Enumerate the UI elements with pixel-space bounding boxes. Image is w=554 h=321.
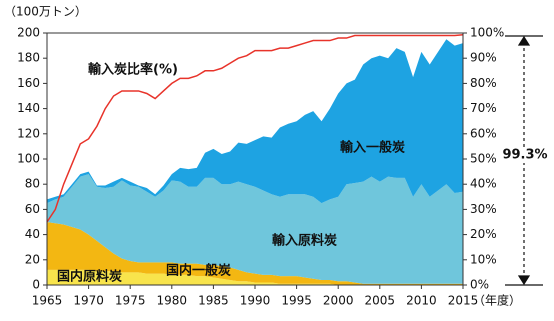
y2-tick-label: 60% xyxy=(470,126,497,140)
annotation-arrow xyxy=(505,35,543,286)
y-axis-label: （100万トン） xyxy=(4,5,87,19)
y-tick-label: 20 xyxy=(25,252,40,266)
area xyxy=(47,222,463,285)
y-tick-label: 140 xyxy=(17,101,40,115)
x-tick-label: 1965 xyxy=(32,294,63,308)
series-label: 輸入原料炭 xyxy=(272,233,337,249)
y-tick-label: 180 xyxy=(17,51,40,65)
x-tick-label: 2000 xyxy=(323,294,354,308)
y-tick-label: 200 xyxy=(17,26,40,40)
x-tick-label: 1980 xyxy=(157,294,188,308)
x-axis-label: （年度） xyxy=(473,293,521,308)
line xyxy=(46,34,464,223)
x-tick-label: 1985 xyxy=(198,294,229,308)
annotation-bg xyxy=(508,147,542,163)
y-tick-label: 100 xyxy=(17,152,40,166)
y2-tick-label: 50% xyxy=(470,152,497,166)
y-tick-label: 40 xyxy=(25,227,40,241)
y2-tick-label: 70% xyxy=(470,101,497,115)
area xyxy=(47,39,463,204)
y2-tick-label: 10% xyxy=(470,252,497,266)
y2-tick-label: 40% xyxy=(470,177,497,191)
series-label: 輸入一般炭 xyxy=(340,140,405,156)
y-tick-label: 60 xyxy=(25,202,40,216)
y-tick-label: 160 xyxy=(17,76,40,90)
y-tick-label: 80 xyxy=(25,177,40,191)
y-tick-label: 0 xyxy=(32,278,40,292)
series-label: 輸入炭比率(%) xyxy=(88,62,178,78)
y2-tick-label: 20% xyxy=(470,227,497,241)
series-label: 国内原料炭 xyxy=(57,269,122,285)
annotation: 99.3% xyxy=(502,148,547,163)
x-tick-label: 1995 xyxy=(281,294,312,308)
y-tick-label: 120 xyxy=(17,126,40,140)
x-tick-label: 2010 xyxy=(406,294,437,308)
x-tick-label: 1975 xyxy=(115,294,146,308)
y2-tick-label: 100% xyxy=(470,26,504,40)
x-tick-label: 1970 xyxy=(73,294,104,308)
area xyxy=(47,174,463,284)
x-tick-label: 1990 xyxy=(240,294,271,308)
y2-tick-label: 90% xyxy=(470,51,497,65)
plot xyxy=(46,34,464,285)
series-label: 国内一般炭 xyxy=(166,263,231,279)
y2-tick-label: 30% xyxy=(470,202,497,216)
y2-tick-label: 80% xyxy=(470,76,497,90)
x-tick-label: 2005 xyxy=(365,294,396,308)
x-tick-label: 2015 xyxy=(448,294,479,308)
y2-tick-label: 0% xyxy=(470,278,489,292)
